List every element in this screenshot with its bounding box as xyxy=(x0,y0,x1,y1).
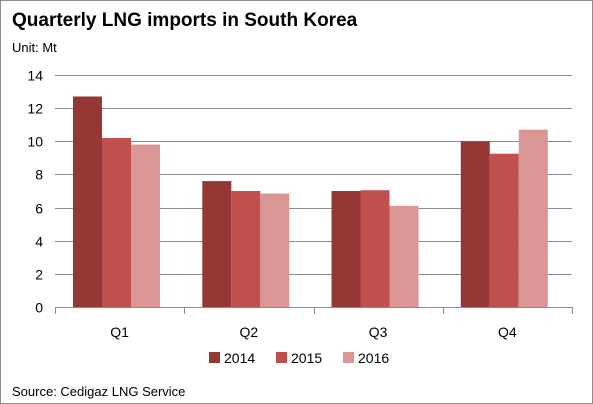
y-tick-label: 12 xyxy=(27,101,43,117)
y-tick-label: 8 xyxy=(35,167,43,183)
legend-label-2016: 2016 xyxy=(358,350,389,366)
bars xyxy=(73,96,548,307)
y-tick-label: 10 xyxy=(27,134,43,150)
bar-2015-Q3 xyxy=(360,190,390,307)
bar-2016-Q1 xyxy=(131,144,160,307)
bar-2016-Q2 xyxy=(260,193,290,307)
x-tick-label: Q2 xyxy=(240,324,259,340)
legend: 2014 2015 2016 xyxy=(209,350,389,366)
legend-label-2014: 2014 xyxy=(224,350,255,366)
y-tick-label: 4 xyxy=(35,234,43,250)
x-tick-label: Q3 xyxy=(369,324,388,340)
bar-2014-Q4 xyxy=(460,141,490,307)
bar-2016-Q3 xyxy=(389,205,419,307)
unit-label: Unit: Mt xyxy=(12,40,57,55)
y-axis-ticks: 0 2 4 6 8 10 12 14 xyxy=(27,68,43,316)
x-axis-ticks: Q1 Q2 Q3 Q4 xyxy=(110,324,517,340)
bar-2015-Q1 xyxy=(102,138,131,307)
legend-swatch-2014 xyxy=(209,352,220,363)
bar-2014-Q2 xyxy=(202,181,232,307)
y-tick-label: 2 xyxy=(35,267,43,283)
bar-2014-Q1 xyxy=(73,96,102,307)
x-axis xyxy=(55,307,573,314)
x-tick-label: Q1 xyxy=(110,324,129,340)
y-tick-label: 6 xyxy=(35,201,43,217)
legend-swatch-2016 xyxy=(343,352,354,363)
y-tick-label: 0 xyxy=(35,300,43,316)
bar-2016-Q4 xyxy=(518,129,548,307)
y-tick-label: 14 xyxy=(27,68,43,84)
legend-label-2015: 2015 xyxy=(291,350,322,366)
bar-2015-Q4 xyxy=(489,153,519,307)
bar-2014-Q3 xyxy=(331,191,361,307)
x-tick-label: Q4 xyxy=(498,324,517,340)
source-note: Source: Cedigaz LNG Service xyxy=(12,384,186,399)
bar-2015-Q2 xyxy=(231,191,261,307)
legend-swatch-2015 xyxy=(276,352,287,363)
chart-title: Quarterly LNG imports in South Korea xyxy=(12,10,358,31)
